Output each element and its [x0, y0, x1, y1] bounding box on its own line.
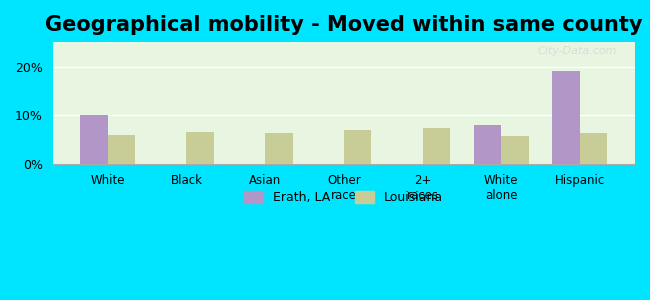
Bar — [108, 135, 135, 164]
Legend: Erath, LA, Louisiana: Erath, LA, Louisiana — [239, 186, 448, 209]
Bar — [501, 136, 528, 164]
Text: City-Data.com: City-Data.com — [538, 46, 617, 56]
Bar — [344, 130, 371, 164]
Bar — [265, 134, 292, 164]
Bar — [80, 116, 108, 164]
Bar — [580, 134, 608, 164]
Bar — [474, 125, 501, 164]
Title: Geographical mobility - Moved within same county: Geographical mobility - Moved within sam… — [45, 15, 643, 35]
Bar — [422, 128, 450, 164]
Bar — [187, 133, 214, 164]
Bar — [552, 71, 580, 164]
